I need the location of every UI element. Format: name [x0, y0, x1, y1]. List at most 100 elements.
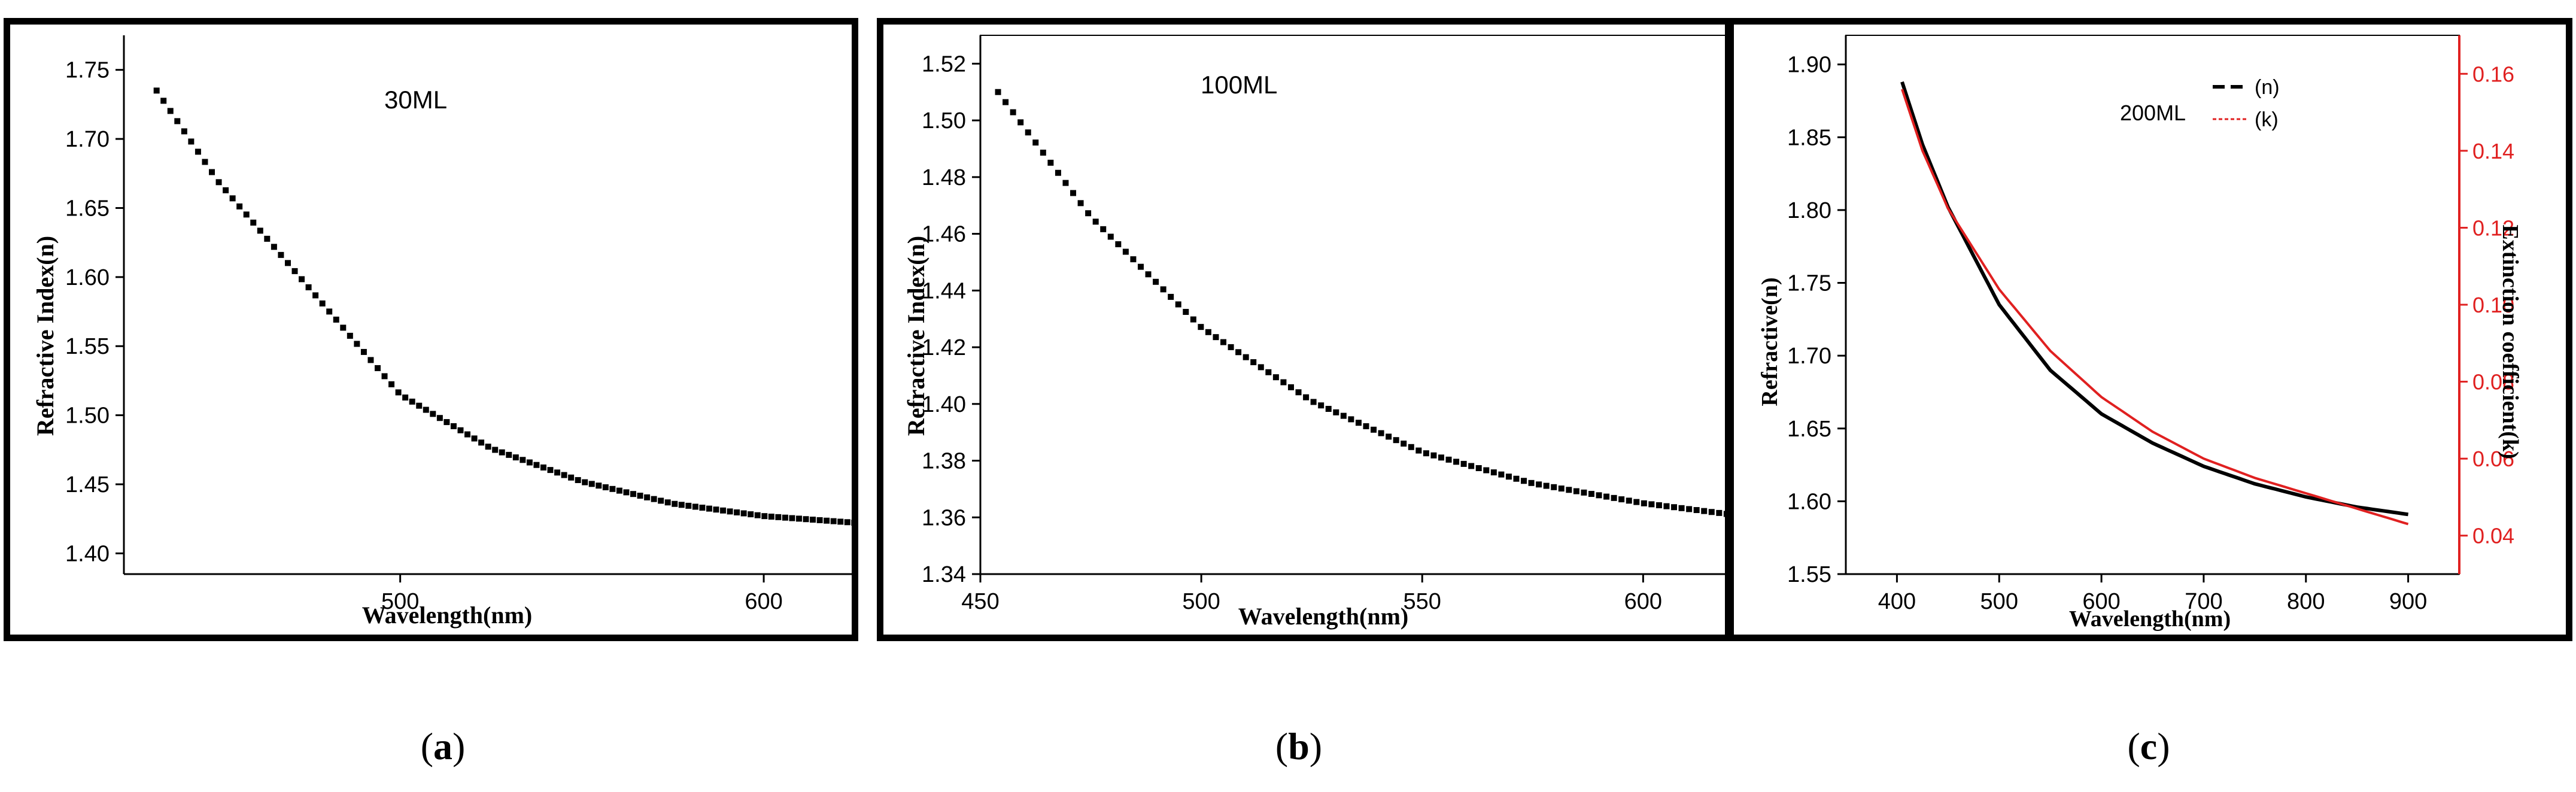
- chart-c-marks: [1900, 81, 2409, 526]
- chart-a-point: [554, 469, 561, 476]
- chart-b-point: [1393, 437, 1399, 444]
- chart-b-point: [1663, 503, 1670, 509]
- chart-b-point: [1536, 481, 1542, 488]
- chart-b-point: [1363, 423, 1369, 430]
- chart-b-point: [1198, 324, 1204, 330]
- chart-a-marks: [153, 87, 852, 526]
- chart-b-point: [1566, 487, 1572, 493]
- chart-a-point: [651, 496, 657, 502]
- chart-panel-b: 450 500 550 600 1.34 1.36 1.38 1.40 1.42 1.44 1.46…: [877, 18, 1731, 641]
- chart-a-annotation: 30ML: [384, 86, 447, 114]
- chart-a-point: [236, 203, 243, 210]
- chart-b-point: [1521, 478, 1527, 484]
- chart-a-point: [174, 118, 181, 125]
- chart-a-point: [264, 235, 271, 242]
- chart-b-point: [1438, 454, 1444, 461]
- chart-a-point: [436, 415, 443, 421]
- chart-b-point: [995, 89, 1001, 95]
- chart-a-point: [367, 357, 374, 363]
- chart-a-point: [443, 419, 450, 426]
- chart-a-point: [616, 487, 622, 494]
- chart-a-point: [312, 292, 319, 299]
- chart-b-point: [1010, 109, 1016, 116]
- caption-b-letter: b: [1288, 725, 1310, 767]
- chart-c-xtick-label: 600: [2082, 589, 2120, 614]
- chart-b-point: [1265, 369, 1272, 375]
- chart-c-y2tick-label: 0.06: [2472, 447, 2514, 471]
- chart-a-point: [485, 444, 491, 450]
- chart-b-point: [1708, 509, 1715, 515]
- chart-a-point: [223, 187, 229, 193]
- chart-a-point: [692, 503, 698, 510]
- chart-c-series-k: [1901, 89, 2409, 526]
- chart-b-point: [1062, 180, 1069, 186]
- chart-b-ytick-label: 1.44: [922, 278, 966, 304]
- chart-a-point: [402, 395, 409, 401]
- chart-b-point: [1611, 494, 1617, 501]
- chart-a-point: [816, 517, 823, 523]
- chart-a-ytick-label: 1.60: [65, 265, 110, 290]
- chart-a-point: [215, 179, 222, 186]
- chart-b-point: [1085, 210, 1092, 217]
- chart-b-point: [1558, 485, 1565, 492]
- chart-c-ytick-label: 1.65: [1787, 417, 1831, 442]
- chart-b-point: [1551, 484, 1557, 490]
- chart-c-ytick-label: 1.70: [1787, 344, 1831, 369]
- chart-a-point: [388, 381, 395, 387]
- chart-b-point: [1648, 501, 1655, 508]
- chart-a-point: [789, 515, 795, 521]
- chart-b-point: [1513, 475, 1520, 482]
- chart-b-point: [1723, 511, 1725, 517]
- chart-b-point: [1415, 447, 1422, 454]
- chart-b-point: [1047, 159, 1054, 166]
- chart-a-point: [685, 502, 692, 509]
- chart-c-y2tick-label: 0.10: [2472, 293, 2514, 317]
- chart-a-point: [520, 457, 526, 463]
- chart-b-point: [1077, 200, 1084, 207]
- chart-b-point: [1310, 399, 1317, 405]
- chart-c-y2tick-label: 0.14: [2472, 139, 2514, 163]
- chart-a-point: [229, 195, 236, 202]
- chart-b-point: [1581, 489, 1587, 496]
- chart-b-point: [1490, 469, 1497, 476]
- chart-b-point: [1205, 329, 1211, 335]
- chart-a-ytick-label: 1.75: [65, 58, 110, 83]
- chart-a-point: [678, 502, 685, 508]
- chart-c-y2tick-label: 0.16: [2472, 62, 2514, 86]
- chart-b-ytick-label: 1.50: [922, 108, 966, 133]
- chart-b-ytick-label: 1.38: [922, 449, 966, 474]
- chart-b-point: [1528, 480, 1535, 486]
- chart-c-y2tick-label: 0.12: [2472, 216, 2514, 240]
- chart-a-point: [720, 507, 727, 514]
- chart-b-point: [1655, 502, 1662, 508]
- chart-a-point: [319, 300, 326, 307]
- chart-panel-c: 400 500 600 700 800 900 1.55 1.60 1.65 1.70 1.75 1.…: [1727, 18, 2572, 641]
- chart-b-point: [1573, 488, 1579, 494]
- chart-a-point: [782, 514, 788, 521]
- chart-b-point: [1213, 334, 1219, 341]
- chart-a-point: [637, 493, 643, 499]
- chart-b-point: [1460, 460, 1467, 467]
- chart-a-point: [713, 506, 719, 513]
- chart-b-point: [1475, 465, 1482, 471]
- chart-b-ticks: 450 500 550 600 1.34 1.36 1.38 1.40 1.42 1.44 1.46…: [922, 51, 1662, 614]
- chart-b-point: [1678, 505, 1685, 511]
- chart-b-point: [1596, 492, 1602, 499]
- chart-panel-a: 500 600 1.40 1.45 1.50 1.55 1.60 1.65 1.70 1.75 W…: [4, 18, 858, 641]
- chart-b-point: [1701, 508, 1708, 514]
- chart-a-point: [761, 513, 768, 520]
- chart-c-xtick-label: 400: [1878, 589, 1916, 614]
- chart-a-xtick-label: 500: [381, 589, 419, 614]
- chart-a-point: [381, 373, 388, 380]
- chart-a-point: [602, 484, 609, 490]
- chart-b-xlabel: Wavelength(nm): [1238, 603, 1408, 630]
- chart-b-point: [1160, 286, 1167, 293]
- chart-b-point: [1430, 452, 1437, 459]
- chart-b-point: [1386, 433, 1392, 440]
- chart-b-point: [1092, 219, 1099, 225]
- chart-a-point: [706, 505, 712, 512]
- chart-a-point: [478, 439, 485, 446]
- chart-a-point: [623, 489, 630, 496]
- chart-a-point: [492, 447, 499, 453]
- chart-b-annotation: 100ML: [1201, 71, 1277, 99]
